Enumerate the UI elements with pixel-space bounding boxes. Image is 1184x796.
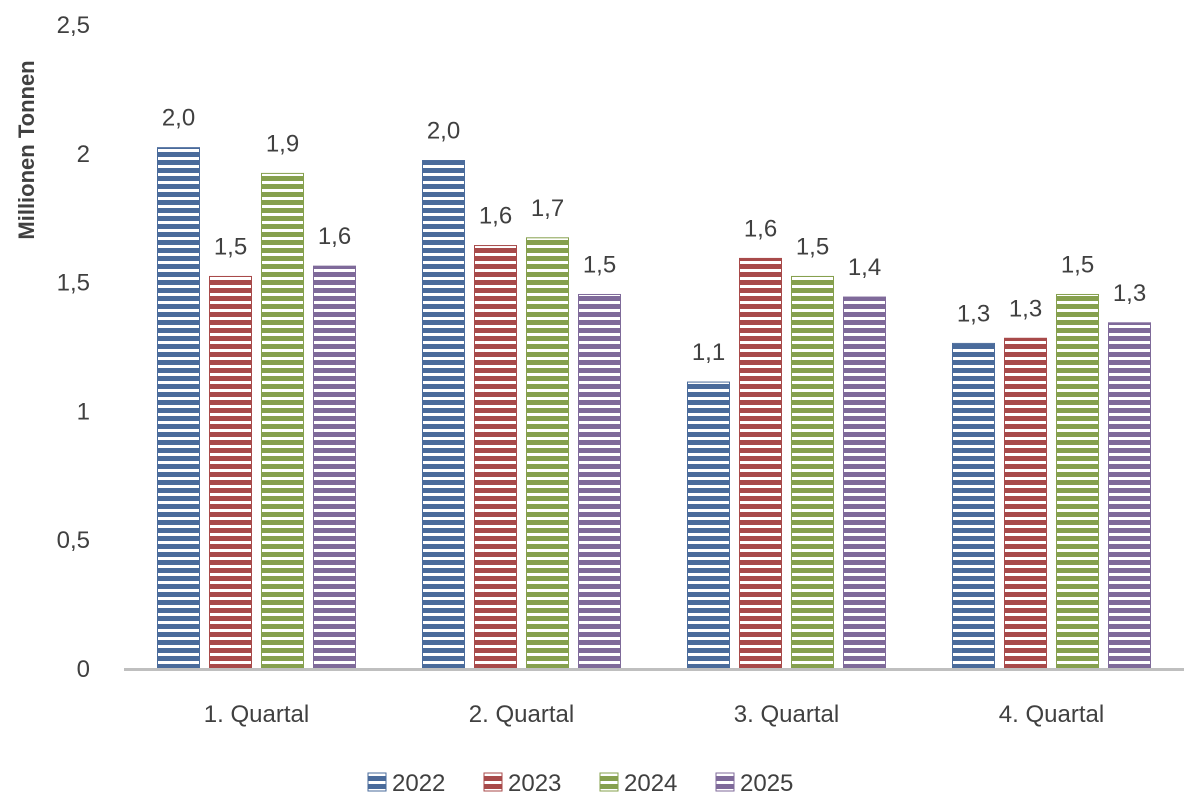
legend-label: 2024 (624, 770, 677, 796)
data-label: 1,3 (1113, 280, 1146, 307)
data-label: 2,0 (427, 118, 460, 145)
legend-swatch-2025 (715, 772, 735, 792)
data-label: 1,4 (848, 254, 881, 281)
bar-2023-q2 (474, 245, 517, 669)
bar-2025-q1 (313, 265, 356, 669)
y-axis-ticks: 0 0,5 1 1,5 2 2,5 (57, 12, 90, 683)
x-tick-label: 1. Quartal (204, 701, 309, 728)
y-tick-label: 2 (77, 141, 90, 168)
data-label: 1,3 (1009, 295, 1042, 322)
bar-2022-q3 (687, 381, 730, 669)
legend-label: 2022 (392, 770, 445, 796)
data-label: 1,7 (531, 195, 564, 222)
data-label: 1,6 (744, 215, 777, 242)
bar-2025-q3 (843, 296, 886, 669)
x-tick-label: 2. Quartal (469, 701, 574, 728)
x-tick-label: 4. Quartal (999, 701, 1104, 728)
data-label: 1,6 (479, 203, 512, 230)
bar-2023-q1 (209, 275, 252, 669)
legend-swatch-2024 (599, 772, 619, 792)
data-label: 1,5 (796, 233, 829, 260)
bar-2025-q4 (1108, 322, 1151, 669)
bar-2023-q4 (1004, 337, 1047, 669)
bar-2025-q2 (578, 293, 621, 669)
bars (157, 147, 1151, 669)
x-tick-label: 3. Quartal (734, 701, 839, 728)
y-tick-label: 2,5 (57, 12, 90, 39)
bar-2023-q3 (739, 257, 782, 669)
legend: 2022 2023 2024 2025 (367, 770, 793, 796)
bar-2024-q2 (526, 237, 569, 669)
legend-swatch-2023 (483, 772, 503, 792)
legend-swatch-2022 (367, 772, 387, 792)
bar-2022-q4 (952, 342, 995, 669)
x-axis-categories: 1. Quartal 2. Quartal 3. Quartal 4. Quartal (204, 701, 1104, 728)
bar-2022-q1 (157, 147, 200, 669)
data-label: 1,1 (692, 339, 725, 366)
data-label: 1,6 (318, 223, 351, 250)
bar-2024-q4 (1056, 293, 1099, 669)
data-label: 1,9 (266, 130, 299, 157)
legend-label: 2025 (740, 770, 793, 796)
y-tick-label: 0 (77, 656, 90, 683)
y-tick-label: 0,5 (57, 527, 90, 554)
data-label: 1,5 (583, 251, 616, 278)
y-tick-label: 1 (77, 398, 90, 425)
legend-label: 2023 (508, 770, 561, 796)
data-labels: 2,0 1,5 1,9 1,6 2,0 1,6 1,7 1,5 1,1 1,6 1,5 1,4 1,3 1… (162, 105, 1146, 366)
y-axis-label: Millionen Tonnen (14, 60, 39, 239)
bar-2024-q1 (261, 172, 304, 669)
data-label: 1,5 (1061, 251, 1094, 278)
y-tick-label: 1,5 (57, 270, 90, 297)
bar-2022-q2 (422, 160, 465, 669)
data-label: 1,5 (214, 233, 247, 260)
data-label: 2,0 (162, 105, 195, 132)
data-label: 1,3 (957, 300, 990, 327)
bar-2024-q3 (791, 275, 834, 669)
